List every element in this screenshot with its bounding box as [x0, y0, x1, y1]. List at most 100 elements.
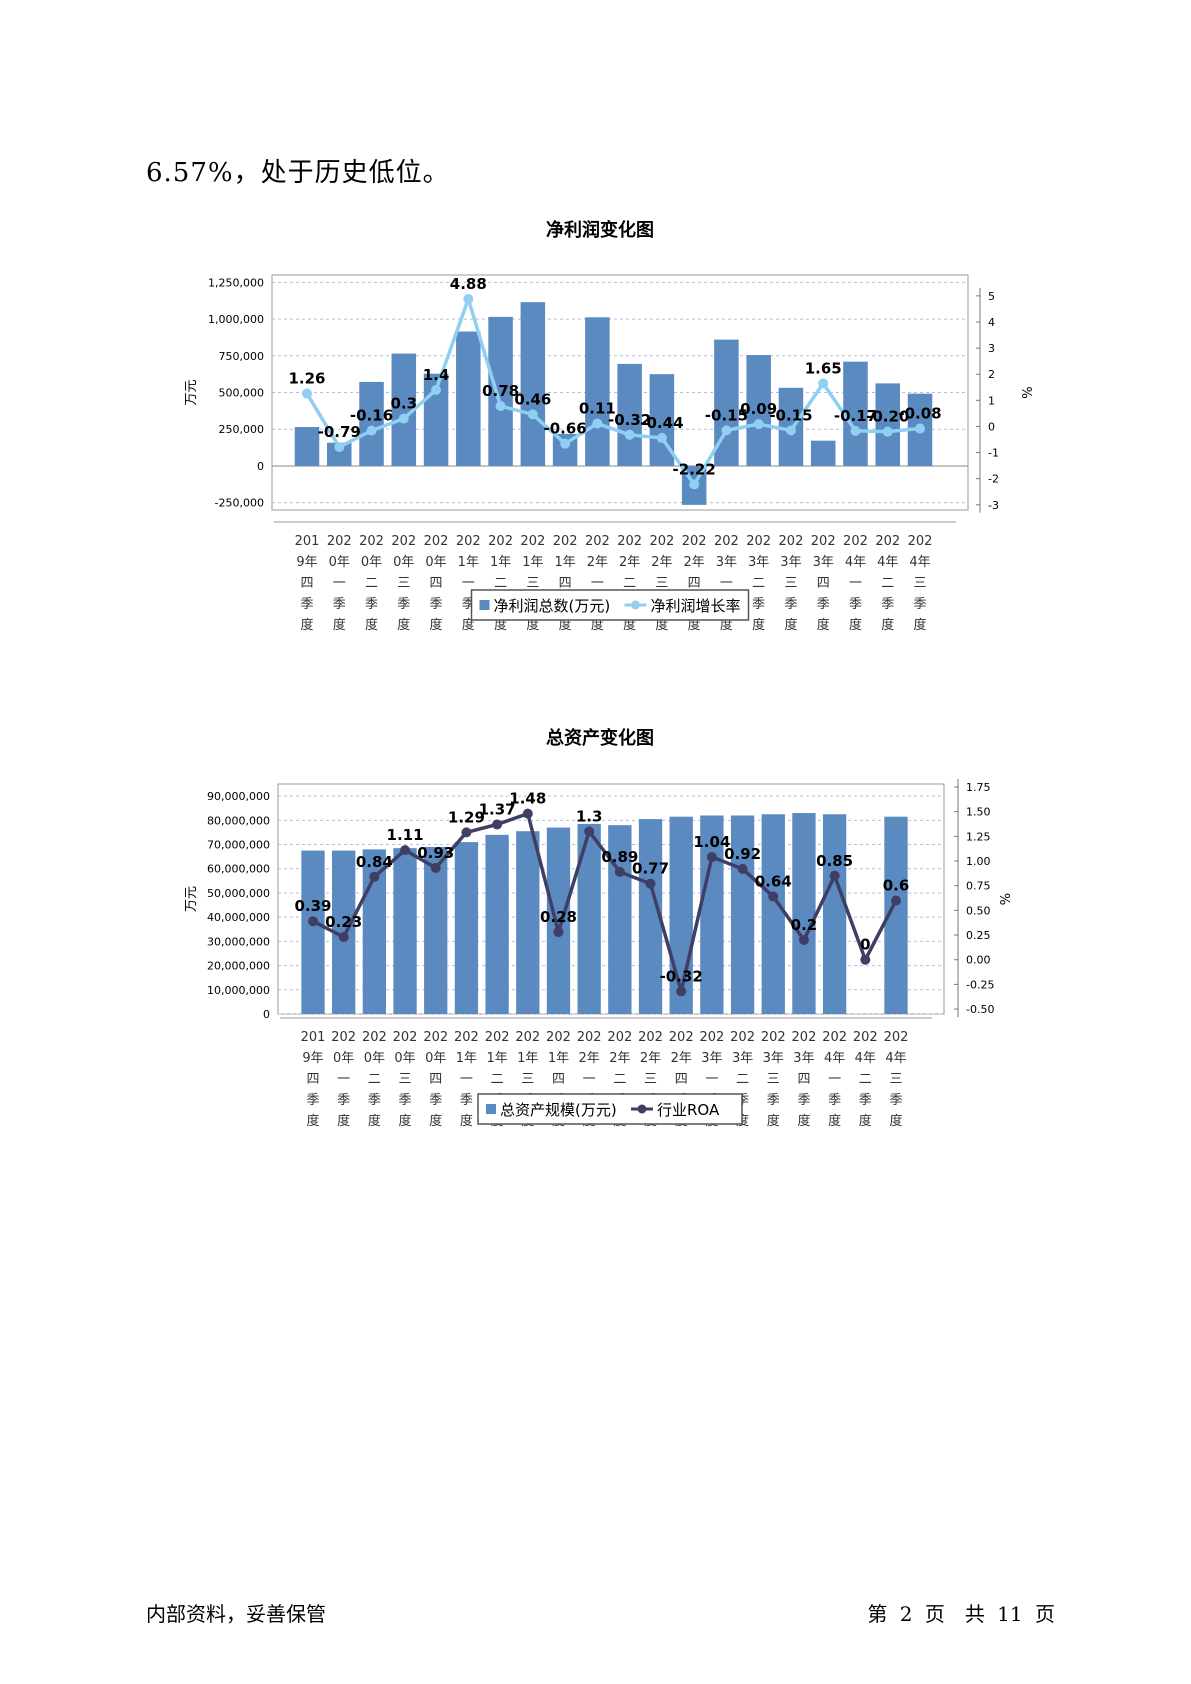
data-label: 0.46	[514, 390, 551, 408]
x-tick-label-part: 二	[752, 576, 765, 591]
x-tick-label-part: 4年	[824, 1051, 845, 1066]
x-tick-label-part: 1年	[554, 555, 575, 570]
y-tick-label: 1,000,000	[208, 313, 264, 326]
bar	[516, 831, 540, 1014]
data-label: 0.23	[325, 913, 362, 931]
x-tick-label-part: 202	[843, 534, 868, 549]
x-tick-label-part: 四	[817, 576, 830, 591]
line-point	[721, 425, 732, 436]
x-tick-label-part: 季	[817, 597, 830, 612]
x-tick-label-part: 四	[797, 1072, 810, 1087]
line-point	[676, 986, 687, 997]
x-tick-label-part: 3年	[813, 555, 834, 570]
line-point	[398, 413, 409, 424]
line-point	[860, 954, 871, 965]
bar	[585, 317, 610, 466]
x-tick-label-part: 四	[430, 576, 443, 591]
y-tick-label: 750,000	[219, 350, 265, 363]
y2-tick-label: 0	[988, 420, 995, 433]
legend-label-bar: 总资产规模(万元)	[500, 1101, 617, 1119]
x-tick-label-part: 季	[784, 597, 797, 612]
series-line	[305, 297, 921, 487]
x-tick-label-part: 四	[552, 1072, 565, 1087]
line-point	[592, 418, 603, 429]
y2-tick-label: 1.25	[966, 830, 991, 843]
x-tick-label-part: 2年	[619, 555, 640, 570]
y2-tick-label: 0.75	[966, 880, 991, 893]
line-point	[461, 827, 472, 838]
x-tick-label-part: 202	[515, 1030, 540, 1045]
line-point	[798, 934, 809, 945]
x-tick-label-part: 度	[913, 617, 926, 633]
x-tick-label-part: 202	[853, 1030, 878, 1045]
x-tick-label-part: 202	[669, 1030, 694, 1045]
x-tick-label-part: 二	[368, 1072, 381, 1087]
x-tick-label-part: 3年	[732, 1051, 753, 1066]
bar	[810, 440, 836, 466]
y2-tick-label: -2	[988, 473, 999, 486]
chart-title: 总资产变化图	[546, 727, 654, 749]
x-tick-label-part: 度	[767, 1113, 780, 1129]
line-point	[308, 916, 318, 927]
x-tick-label-part: 四	[559, 576, 572, 591]
x-tick-label-part: 季	[430, 597, 443, 612]
bar	[843, 361, 868, 466]
x-tick-label-part: 季	[429, 1093, 442, 1108]
x-tick-label-part: 202	[488, 534, 513, 549]
x-tick-label-part: 度	[300, 617, 313, 633]
x-tick-label-part: 二	[365, 576, 378, 591]
y-tick-label: 250,000	[219, 423, 265, 436]
x-tick-label-part: 三	[889, 1072, 902, 1087]
x-tick-label-part: 一	[583, 1072, 596, 1087]
data-label: -0.16	[350, 407, 393, 425]
y2-tick-label: 5	[988, 290, 995, 303]
line-point	[430, 862, 441, 873]
y-axis-label: 万元	[184, 379, 199, 405]
legend-box	[477, 1093, 743, 1125]
bar	[746, 355, 771, 466]
x-tick-label-part: 3年	[701, 1051, 722, 1066]
data-label: -0.66	[543, 420, 586, 438]
x-tick-label-part: 1年	[517, 1051, 538, 1066]
x-tick-label-part: 三	[784, 576, 797, 591]
y-tick-label: 60,000,000	[207, 863, 270, 876]
x-tick-label-part: 202	[362, 1030, 387, 1045]
line-point	[818, 378, 829, 389]
x-tick-label-part: 季	[752, 597, 765, 612]
x-tick-label-part: 202	[424, 534, 449, 549]
x-tick-label-part: 2年	[684, 555, 705, 570]
data-label: 4.88	[450, 275, 487, 293]
x-tick-label-part: 202	[779, 534, 804, 549]
bar	[327, 442, 352, 466]
x-tick-label-part: 度	[365, 617, 378, 633]
y-tick-label: 500,000	[219, 387, 265, 400]
x-tick-label-part: 202	[714, 534, 739, 549]
x-tick-label-part: 202	[331, 1030, 356, 1045]
legend: 净利润总数(万元) 净利润增长率	[470, 589, 750, 621]
x-tick-label-part: 度	[849, 617, 862, 633]
y-tick-label: -250,000	[215, 497, 264, 510]
bar	[456, 331, 481, 466]
x-tick-label-part: 度	[623, 617, 636, 633]
legend-swatch-bar	[486, 1104, 496, 1114]
line-point	[366, 425, 377, 436]
series-line	[312, 811, 898, 994]
data-label: 0.11	[579, 400, 616, 418]
x-tick-label-part: 4年	[855, 1051, 876, 1066]
data-label: 1.29	[448, 808, 485, 826]
x-tick-label-part: 0年	[364, 1051, 385, 1066]
x-tick-label-part: 季	[300, 597, 313, 612]
line-point	[584, 826, 595, 837]
x-tick-label-part: 2年	[651, 555, 672, 570]
data-label: 0.89	[601, 848, 638, 866]
x-tick-label-part: 一	[849, 576, 862, 591]
y2-tick-label: 0.25	[966, 929, 991, 942]
x-tick-label-part: 3年	[748, 555, 769, 570]
